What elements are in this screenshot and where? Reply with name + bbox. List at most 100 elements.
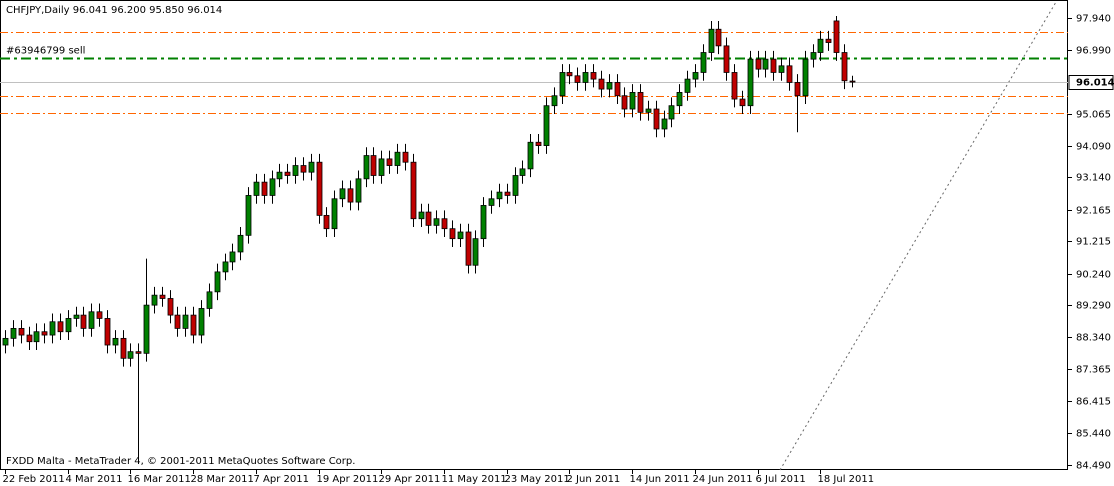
candle-body bbox=[739, 98, 746, 107]
candle-body bbox=[425, 211, 432, 226]
candle-body bbox=[65, 318, 72, 333]
y-tick-label: 85.440 bbox=[1076, 429, 1111, 440]
candle-body bbox=[472, 238, 479, 266]
y-tick-label: 88.340 bbox=[1076, 333, 1111, 344]
candle-body bbox=[504, 191, 511, 196]
candle-body bbox=[817, 38, 824, 53]
y-tick-label: 96.990 bbox=[1076, 46, 1111, 57]
candle-body bbox=[723, 45, 730, 73]
candle-body bbox=[519, 168, 526, 176]
candle-body bbox=[598, 78, 605, 90]
candle-body bbox=[127, 351, 134, 359]
candle-body bbox=[284, 171, 291, 176]
candle-body bbox=[786, 65, 793, 83]
x-tick-label: 28 Mar 2011 bbox=[191, 474, 254, 485]
candle-body bbox=[167, 298, 174, 316]
candle-body bbox=[629, 92, 636, 110]
candle-body bbox=[441, 218, 448, 230]
candle-body bbox=[292, 165, 299, 176]
candle-body bbox=[433, 218, 440, 226]
candle-body bbox=[731, 72, 738, 100]
candle-body bbox=[214, 271, 221, 293]
candle-body bbox=[174, 314, 181, 329]
candle-body bbox=[496, 191, 503, 200]
candle-body bbox=[794, 82, 801, 97]
candle-body bbox=[465, 231, 472, 266]
candle-body bbox=[276, 171, 283, 180]
candle-body bbox=[535, 141, 542, 146]
candle-body bbox=[198, 308, 205, 336]
candle-body bbox=[590, 72, 597, 80]
candle-body bbox=[112, 337, 119, 346]
candle-body bbox=[308, 161, 315, 173]
candle-body bbox=[135, 351, 142, 354]
candle-body bbox=[637, 92, 644, 113]
candle-body bbox=[237, 234, 244, 253]
candle-body bbox=[41, 331, 48, 336]
chart-title: CHFJPY,Daily 96.041 96.200 95.850 96.014 bbox=[6, 5, 222, 16]
candle-body bbox=[700, 52, 707, 73]
candle-body bbox=[339, 188, 346, 200]
candle-body bbox=[833, 20, 840, 53]
y-tick-label: 94.090 bbox=[1076, 142, 1111, 153]
candle-body bbox=[676, 92, 683, 107]
candle-body bbox=[104, 318, 111, 346]
candle-body bbox=[668, 105, 675, 120]
bid-box bbox=[1068, 75, 1114, 90]
candle-body bbox=[143, 304, 150, 354]
candle-body bbox=[57, 321, 64, 333]
y-tick-label: 93.140 bbox=[1076, 173, 1111, 184]
y-tick-label: 90.240 bbox=[1076, 270, 1111, 281]
candle-body bbox=[621, 95, 628, 110]
x-tick-label: 18 Jul 2011 bbox=[818, 474, 875, 485]
plot-frame bbox=[0, 0, 1068, 470]
x-tick-label: 14 Jun 2011 bbox=[630, 474, 690, 485]
candle-body bbox=[10, 328, 17, 339]
candle-body bbox=[2, 337, 9, 346]
candle-body bbox=[323, 214, 330, 230]
candle-body bbox=[849, 80, 856, 83]
candle-body bbox=[762, 58, 769, 70]
x-tick-label: 4 Mar 2011 bbox=[66, 474, 123, 485]
candle-body bbox=[802, 58, 809, 97]
trend-line bbox=[779, 1, 1057, 471]
candle-body bbox=[708, 28, 715, 53]
candle-body bbox=[394, 151, 401, 166]
candle-body bbox=[363, 155, 370, 180]
candle-body bbox=[606, 82, 613, 90]
candle-body bbox=[574, 75, 581, 83]
footer: FXDD Malta - MetaTrader 4, © 2001-2011 M… bbox=[6, 456, 355, 467]
order-label: #63946799 sell bbox=[6, 46, 85, 57]
y-tick-label: 86.415 bbox=[1076, 397, 1111, 408]
candle-body bbox=[80, 314, 87, 329]
x-tick-label: 2 Jun 2011 bbox=[567, 474, 621, 485]
candle-body bbox=[120, 337, 127, 359]
candle-body bbox=[26, 334, 33, 343]
candle-body bbox=[73, 314, 80, 319]
x-tick-label: 19 Apr 2011 bbox=[317, 474, 379, 485]
candle-body bbox=[418, 211, 425, 220]
candle-body bbox=[566, 72, 573, 77]
candle-body bbox=[253, 181, 260, 196]
candle-body bbox=[614, 82, 621, 97]
candle-body bbox=[269, 178, 276, 196]
candle-body bbox=[480, 205, 487, 240]
candle-body bbox=[551, 95, 558, 107]
candle-body bbox=[378, 158, 385, 176]
candle-body bbox=[527, 141, 534, 170]
x-tick-label: 6 Jul 2011 bbox=[756, 474, 806, 485]
y-tick-label: 91.215 bbox=[1076, 237, 1111, 248]
x-tick-label: 16 Mar 2011 bbox=[128, 474, 191, 485]
y-tick-label: 89.290 bbox=[1076, 301, 1111, 312]
y-tick-label: 95.065 bbox=[1076, 110, 1111, 121]
candle-body bbox=[300, 165, 307, 173]
x-tick-label: 22 Feb 2011 bbox=[3, 474, 65, 485]
candle-body bbox=[159, 294, 166, 299]
candle-body bbox=[582, 72, 589, 83]
candle-body bbox=[386, 158, 393, 166]
candle-body bbox=[778, 65, 785, 73]
candle-body bbox=[331, 198, 338, 230]
candle-body bbox=[33, 331, 40, 343]
